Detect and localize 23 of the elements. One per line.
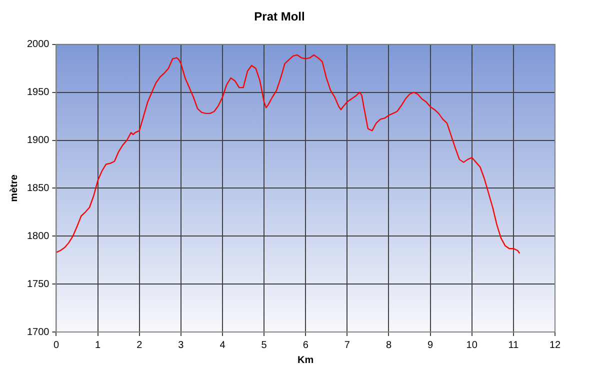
x-tick-label: 8 [386, 340, 392, 351]
x-tick-label: 1 [95, 340, 102, 351]
x-tick-label: 10 [466, 340, 478, 351]
y-tick-label: 1850 [26, 182, 50, 194]
y-tick-label: 1700 [26, 326, 50, 338]
x-tick-label: 12 [549, 340, 561, 351]
x-tick-label: 7 [344, 340, 350, 351]
x-tick-label: 3 [178, 340, 184, 351]
chart-title: Prat Moll [254, 10, 305, 24]
x-tick-label: 4 [220, 340, 226, 351]
y-tick-label: 1750 [26, 278, 50, 290]
x-axis-title: Km [298, 354, 314, 366]
y-tick-label: 1950 [26, 87, 50, 98]
x-tick-label: 0 [53, 340, 60, 351]
y-tick-label: 1900 [26, 135, 50, 146]
x-tick-label: 5 [261, 340, 268, 351]
y-tick-label: 1800 [26, 230, 50, 242]
x-tick-label: 9 [428, 340, 434, 351]
y-tick-label: 2000 [26, 39, 50, 50]
x-tick-label: 11 [508, 340, 520, 351]
x-tick-label: 2 [136, 340, 143, 351]
x-tick-label: 6 [302, 340, 309, 351]
y-axis-title: mètre [8, 174, 20, 202]
